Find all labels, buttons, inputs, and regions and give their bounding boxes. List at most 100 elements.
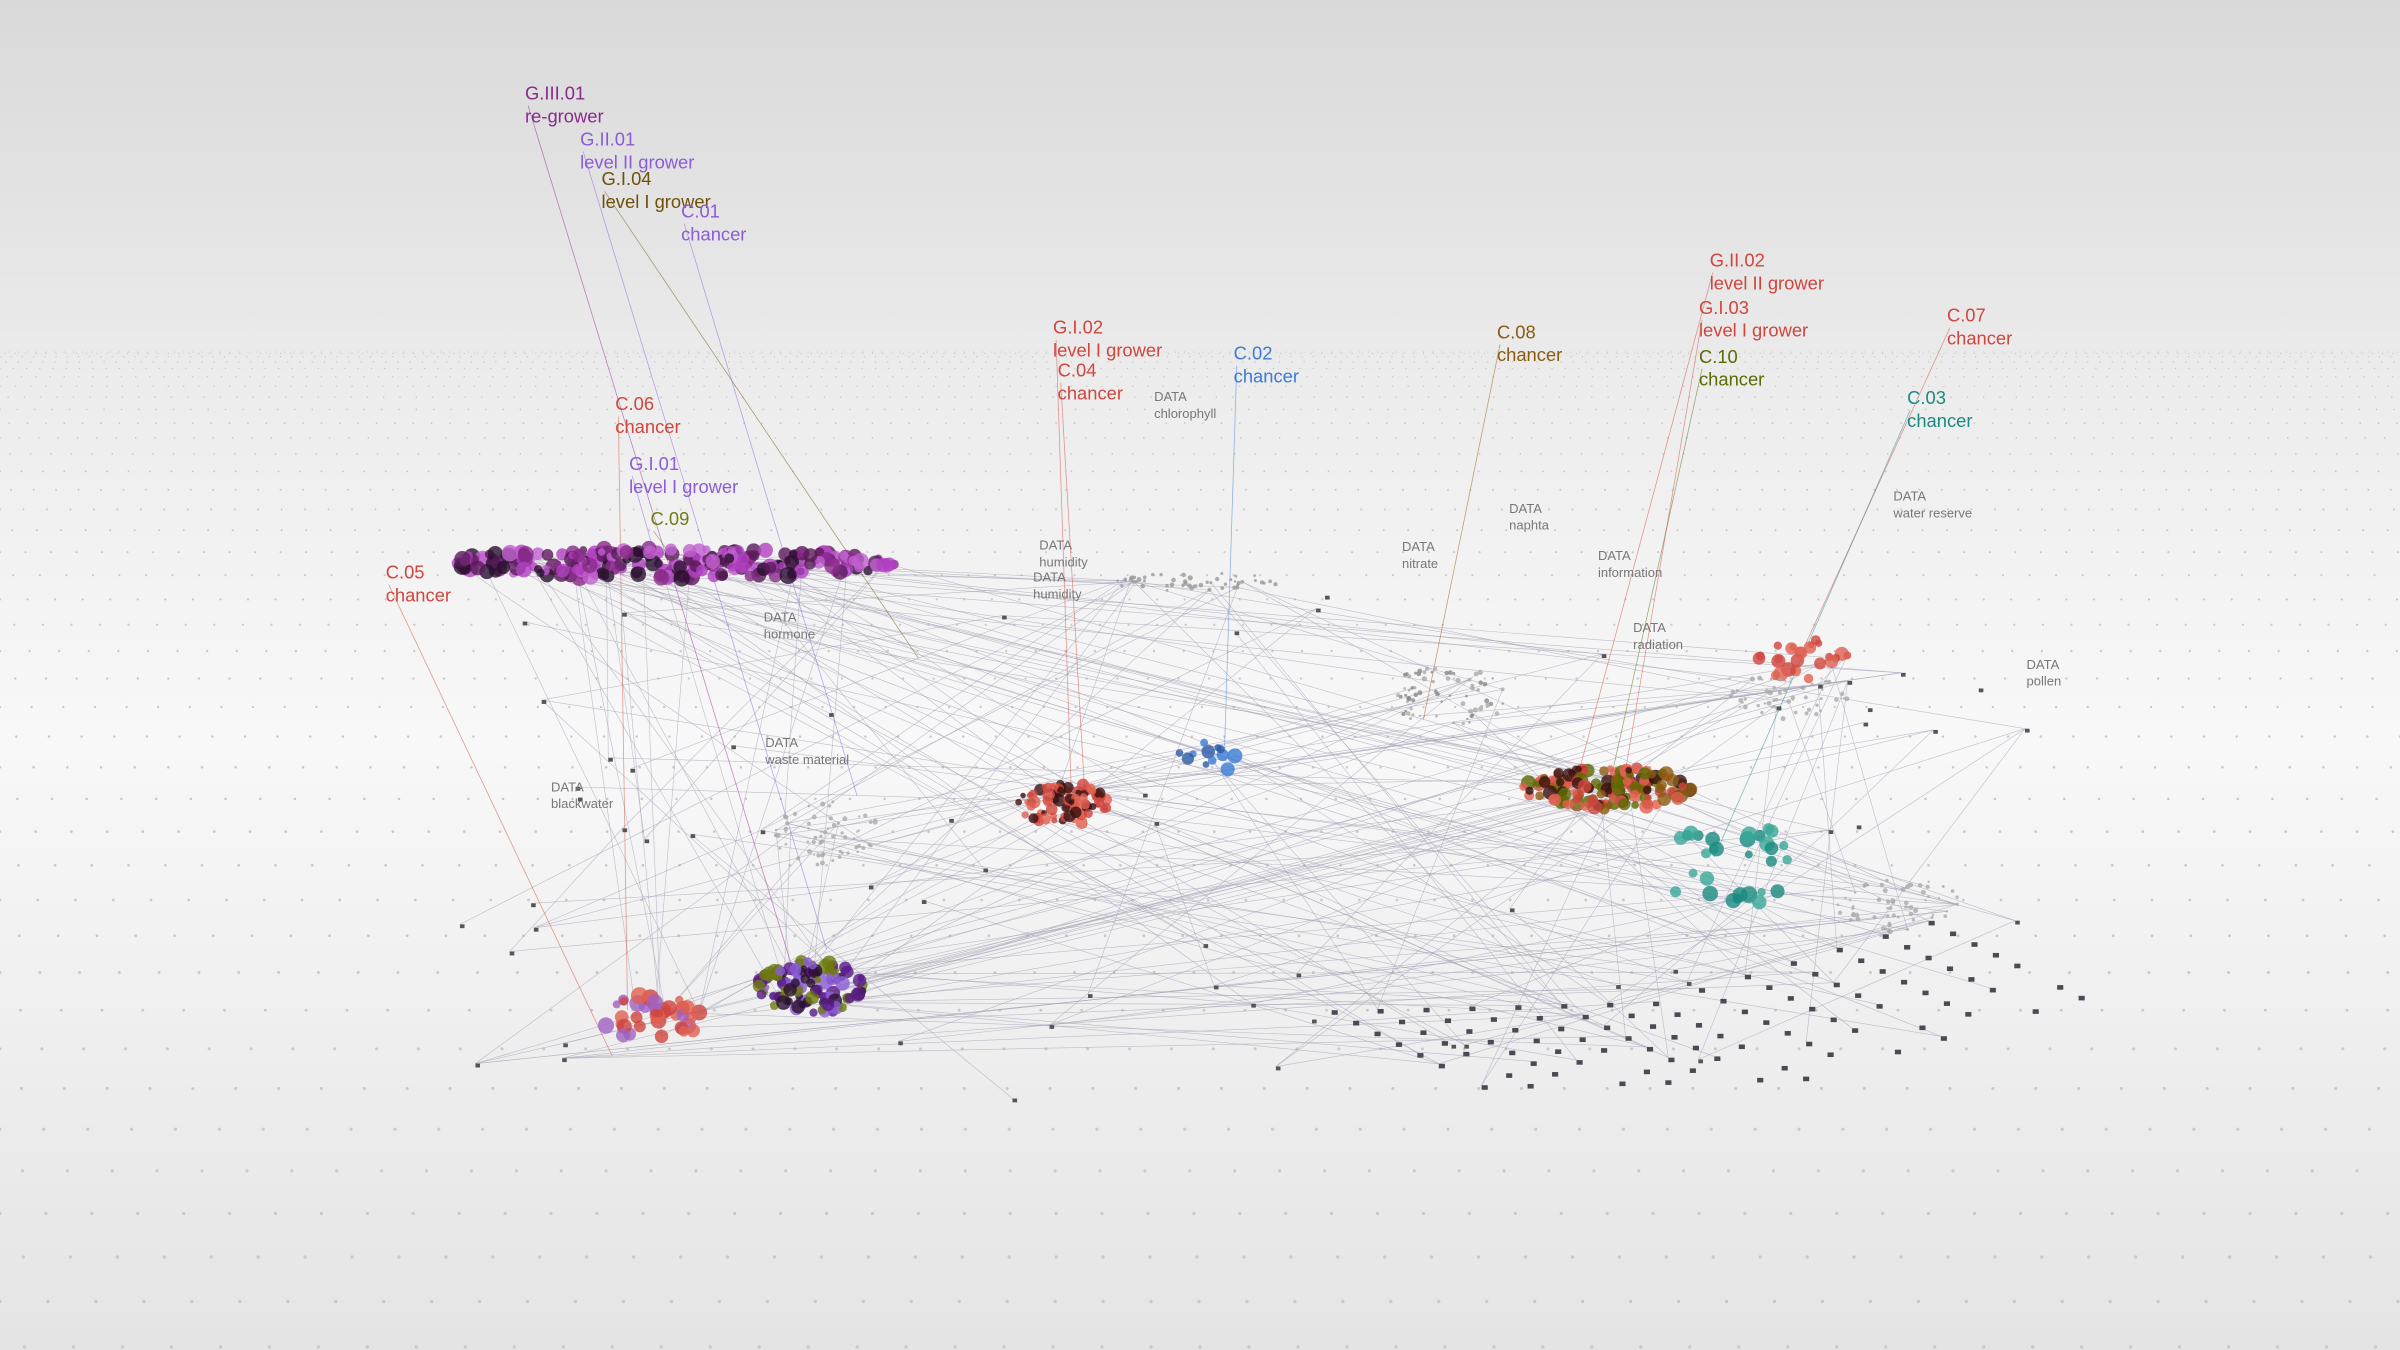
floor-dot bbox=[357, 351, 359, 353]
floor-dot bbox=[1503, 356, 1505, 358]
edge bbox=[1698, 920, 2016, 1060]
floor-dot bbox=[1648, 1087, 1652, 1091]
floor-dot bbox=[158, 529, 161, 532]
floor-dot bbox=[483, 437, 486, 439]
floor-dot bbox=[1698, 623, 1702, 626]
floor-dot bbox=[1918, 422, 1921, 424]
floor-dot bbox=[1431, 367, 1434, 370]
floor-dot bbox=[1978, 1008, 1982, 1012]
floor-dot bbox=[1634, 351, 1636, 353]
floor-dot bbox=[1961, 898, 1965, 902]
floor-dot bbox=[887, 361, 889, 363]
floor-dot bbox=[2333, 367, 2336, 370]
floor-dot bbox=[1922, 649, 1925, 653]
floor-dot bbox=[493, 356, 495, 358]
floor-dot bbox=[601, 453, 603, 455]
floor-dot bbox=[1131, 361, 1134, 363]
floor-dot bbox=[1682, 765, 1685, 769]
floor-dot bbox=[1349, 351, 1351, 353]
node bbox=[664, 543, 677, 556]
floor-dot bbox=[1433, 437, 1436, 439]
floor-dot bbox=[1819, 396, 1822, 399]
floor-dot bbox=[182, 1008, 186, 1012]
floor-dot bbox=[452, 529, 455, 532]
floor-dot bbox=[2068, 367, 2071, 370]
floor-dot bbox=[1728, 352, 1731, 355]
floor-dot bbox=[1188, 352, 1190, 355]
floor-dot bbox=[832, 1127, 836, 1131]
floor-dot bbox=[1999, 396, 2001, 399]
floor-dot bbox=[1789, 677, 1793, 680]
floor-dot bbox=[1778, 735, 1781, 738]
floor-dot bbox=[134, 934, 138, 938]
floor-dot bbox=[1695, 361, 1697, 363]
floor-dot bbox=[871, 352, 874, 355]
floor-dot bbox=[2377, 1087, 2381, 1091]
edge bbox=[523, 553, 780, 998]
floor-dot bbox=[1248, 408, 1250, 411]
edge bbox=[1469, 894, 1741, 1007]
floor-dot bbox=[1594, 508, 1597, 511]
node bbox=[1548, 793, 1562, 807]
floor-dot bbox=[2123, 361, 2126, 363]
floor-dot bbox=[250, 934, 254, 938]
floor-dot bbox=[2249, 385, 2251, 388]
floor-dot bbox=[1817, 351, 1819, 353]
floor-dot bbox=[1007, 1255, 1011, 1259]
floor-dot bbox=[66, 765, 69, 769]
floor-dot bbox=[649, 1169, 653, 1173]
floor-dot bbox=[394, 351, 396, 353]
floor-dot bbox=[1076, 765, 1079, 769]
floor-dot bbox=[816, 351, 818, 353]
floor-dot bbox=[1865, 705, 1868, 709]
floor-dot bbox=[1169, 705, 1172, 709]
floor-dot bbox=[1422, 705, 1425, 709]
floor-dot bbox=[1892, 649, 1896, 653]
floor-dot bbox=[381, 551, 384, 554]
floor-dot bbox=[913, 1255, 917, 1259]
floor-dot bbox=[627, 396, 630, 399]
floor-dot bbox=[1278, 361, 1281, 363]
floor-dot bbox=[2015, 396, 2018, 399]
floor-dot bbox=[1697, 677, 1701, 680]
floor-dot bbox=[706, 488, 709, 491]
floor-dot bbox=[758, 396, 760, 399]
floor-dot bbox=[660, 396, 663, 399]
floor-dot bbox=[500, 1047, 504, 1051]
floor-dot bbox=[2138, 422, 2141, 424]
floor-dot bbox=[2154, 356, 2156, 358]
floor-dot bbox=[78, 367, 81, 370]
floor-dot bbox=[1009, 385, 1011, 388]
floor-dot bbox=[2293, 574, 2296, 577]
floor-dot bbox=[841, 385, 843, 388]
floor-dot bbox=[134, 356, 136, 358]
floor-dot bbox=[2364, 437, 2367, 439]
floor-dot bbox=[998, 356, 1000, 358]
floor-dot bbox=[88, 396, 91, 399]
floor-dot bbox=[527, 623, 530, 626]
floor-dot bbox=[1514, 422, 1517, 424]
floor-dot bbox=[212, 437, 215, 439]
floor-dot bbox=[315, 453, 318, 455]
edge bbox=[1213, 985, 1562, 1005]
node bbox=[1099, 804, 1109, 813]
floor-dot bbox=[1275, 422, 1278, 424]
floor-dot bbox=[2387, 367, 2389, 370]
floor-dot bbox=[1321, 351, 1324, 353]
floor-dot bbox=[2146, 396, 2148, 399]
floor-dot bbox=[549, 488, 551, 491]
floor-dot bbox=[317, 367, 320, 370]
floor-dot bbox=[596, 352, 598, 355]
floor-dot bbox=[1206, 375, 1208, 378]
floor-dot bbox=[277, 367, 280, 370]
edge bbox=[823, 854, 1941, 1037]
floor-dot bbox=[1075, 352, 1078, 355]
floor-dot bbox=[1048, 1087, 1052, 1091]
floor-dot bbox=[1927, 385, 1930, 388]
floor-dot bbox=[529, 367, 532, 370]
floor-dot bbox=[1667, 677, 1670, 680]
floor-dot bbox=[672, 765, 675, 769]
floor-dot bbox=[15, 735, 18, 738]
edge bbox=[642, 553, 662, 1037]
floor-dot bbox=[2386, 971, 2390, 974]
